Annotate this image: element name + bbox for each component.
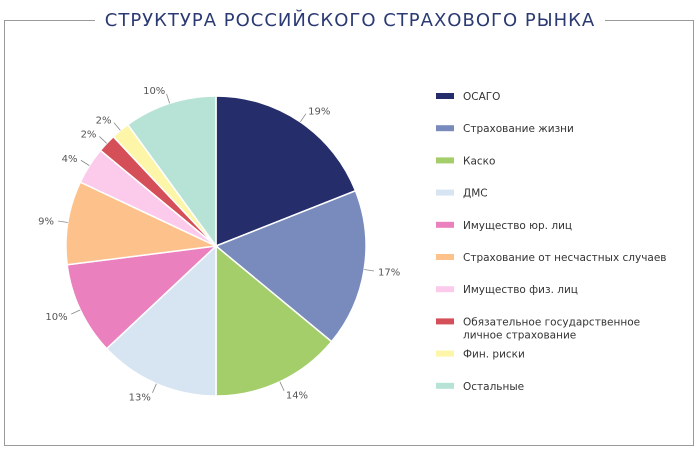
percent-label-9: 2% [96, 116, 112, 127]
percent-label-3: 14% [286, 390, 308, 401]
percent-labels: 19% 17% 14% 13% 10% 9% 4% 2% 2% 10% [38, 86, 400, 403]
percent-label-10: 10% [143, 86, 165, 97]
legend-label-4: ДМС [463, 188, 488, 200]
percent-label-2: 17% [378, 268, 400, 279]
leader-line-3 [279, 381, 285, 391]
leader-line-9 [113, 122, 121, 131]
leader-line-1 [299, 113, 307, 123]
legend-label-7: Имущество физ. лиц [463, 284, 578, 296]
legend-label-2: Страхование жизни [463, 123, 574, 135]
pie-slice-10 [126, 95, 217, 249]
legend-swatch-9 [436, 350, 454, 357]
legend-swatch-4 [436, 189, 454, 196]
legend-label-5: Имущество юр. лиц [463, 220, 572, 232]
pie-slice-3 [215, 244, 333, 397]
legend-label-8: Обязательное государственное личное страх… [463, 316, 640, 341]
leader-line-8 [99, 136, 107, 144]
pie-slice-6 [65, 181, 219, 266]
legend-label-6: Страхование от несчастных случаев [463, 252, 667, 264]
legend-swatch-2 [436, 125, 454, 132]
percent-label-6: 9% [38, 216, 54, 227]
legend: ОСАГО Страхование жизни Каско ДМС Имущество … [436, 91, 667, 393]
legend-swatch-1 [436, 93, 454, 99]
percent-label-5: 10% [45, 312, 67, 323]
leader-lines [57, 93, 375, 393]
legend-swatch-10 [436, 382, 454, 389]
legend-label-10: Остальные [463, 381, 524, 393]
legend-swatch-3 [436, 157, 454, 164]
leader-line-2 [364, 269, 375, 272]
legend-label-1: ОСАГО [463, 91, 500, 103]
percent-label-1: 19% [308, 106, 330, 117]
legend-swatch-5 [436, 221, 454, 228]
leader-line-4 [152, 383, 157, 393]
pie-slice-4 [105, 244, 217, 397]
percent-label-8: 2% [81, 130, 97, 141]
percent-label-7: 4% [62, 154, 78, 165]
leader-line-10 [166, 93, 171, 104]
legend-swatch-7 [436, 286, 454, 293]
title-wrap: СТРУКТУРА РОССИЙСКОГО СТРАХОВОГО РЫНКА [0, 8, 700, 34]
legend-label-9: Фин. риски [463, 349, 525, 361]
legend-swatch-8 [436, 318, 454, 325]
pie-slices [65, 95, 367, 397]
leader-line-5 [71, 309, 81, 315]
legend-swatch-6 [436, 254, 454, 260]
leader-line-7 [80, 159, 90, 166]
chart-title: СТРУКТУРА РОССИЙСКОГО СТРАХОВОГО РЫНКА [94, 8, 606, 34]
legend-label-3: Каско [463, 155, 495, 167]
leader-line-6 [57, 220, 68, 223]
percent-label-4: 13% [129, 393, 151, 404]
